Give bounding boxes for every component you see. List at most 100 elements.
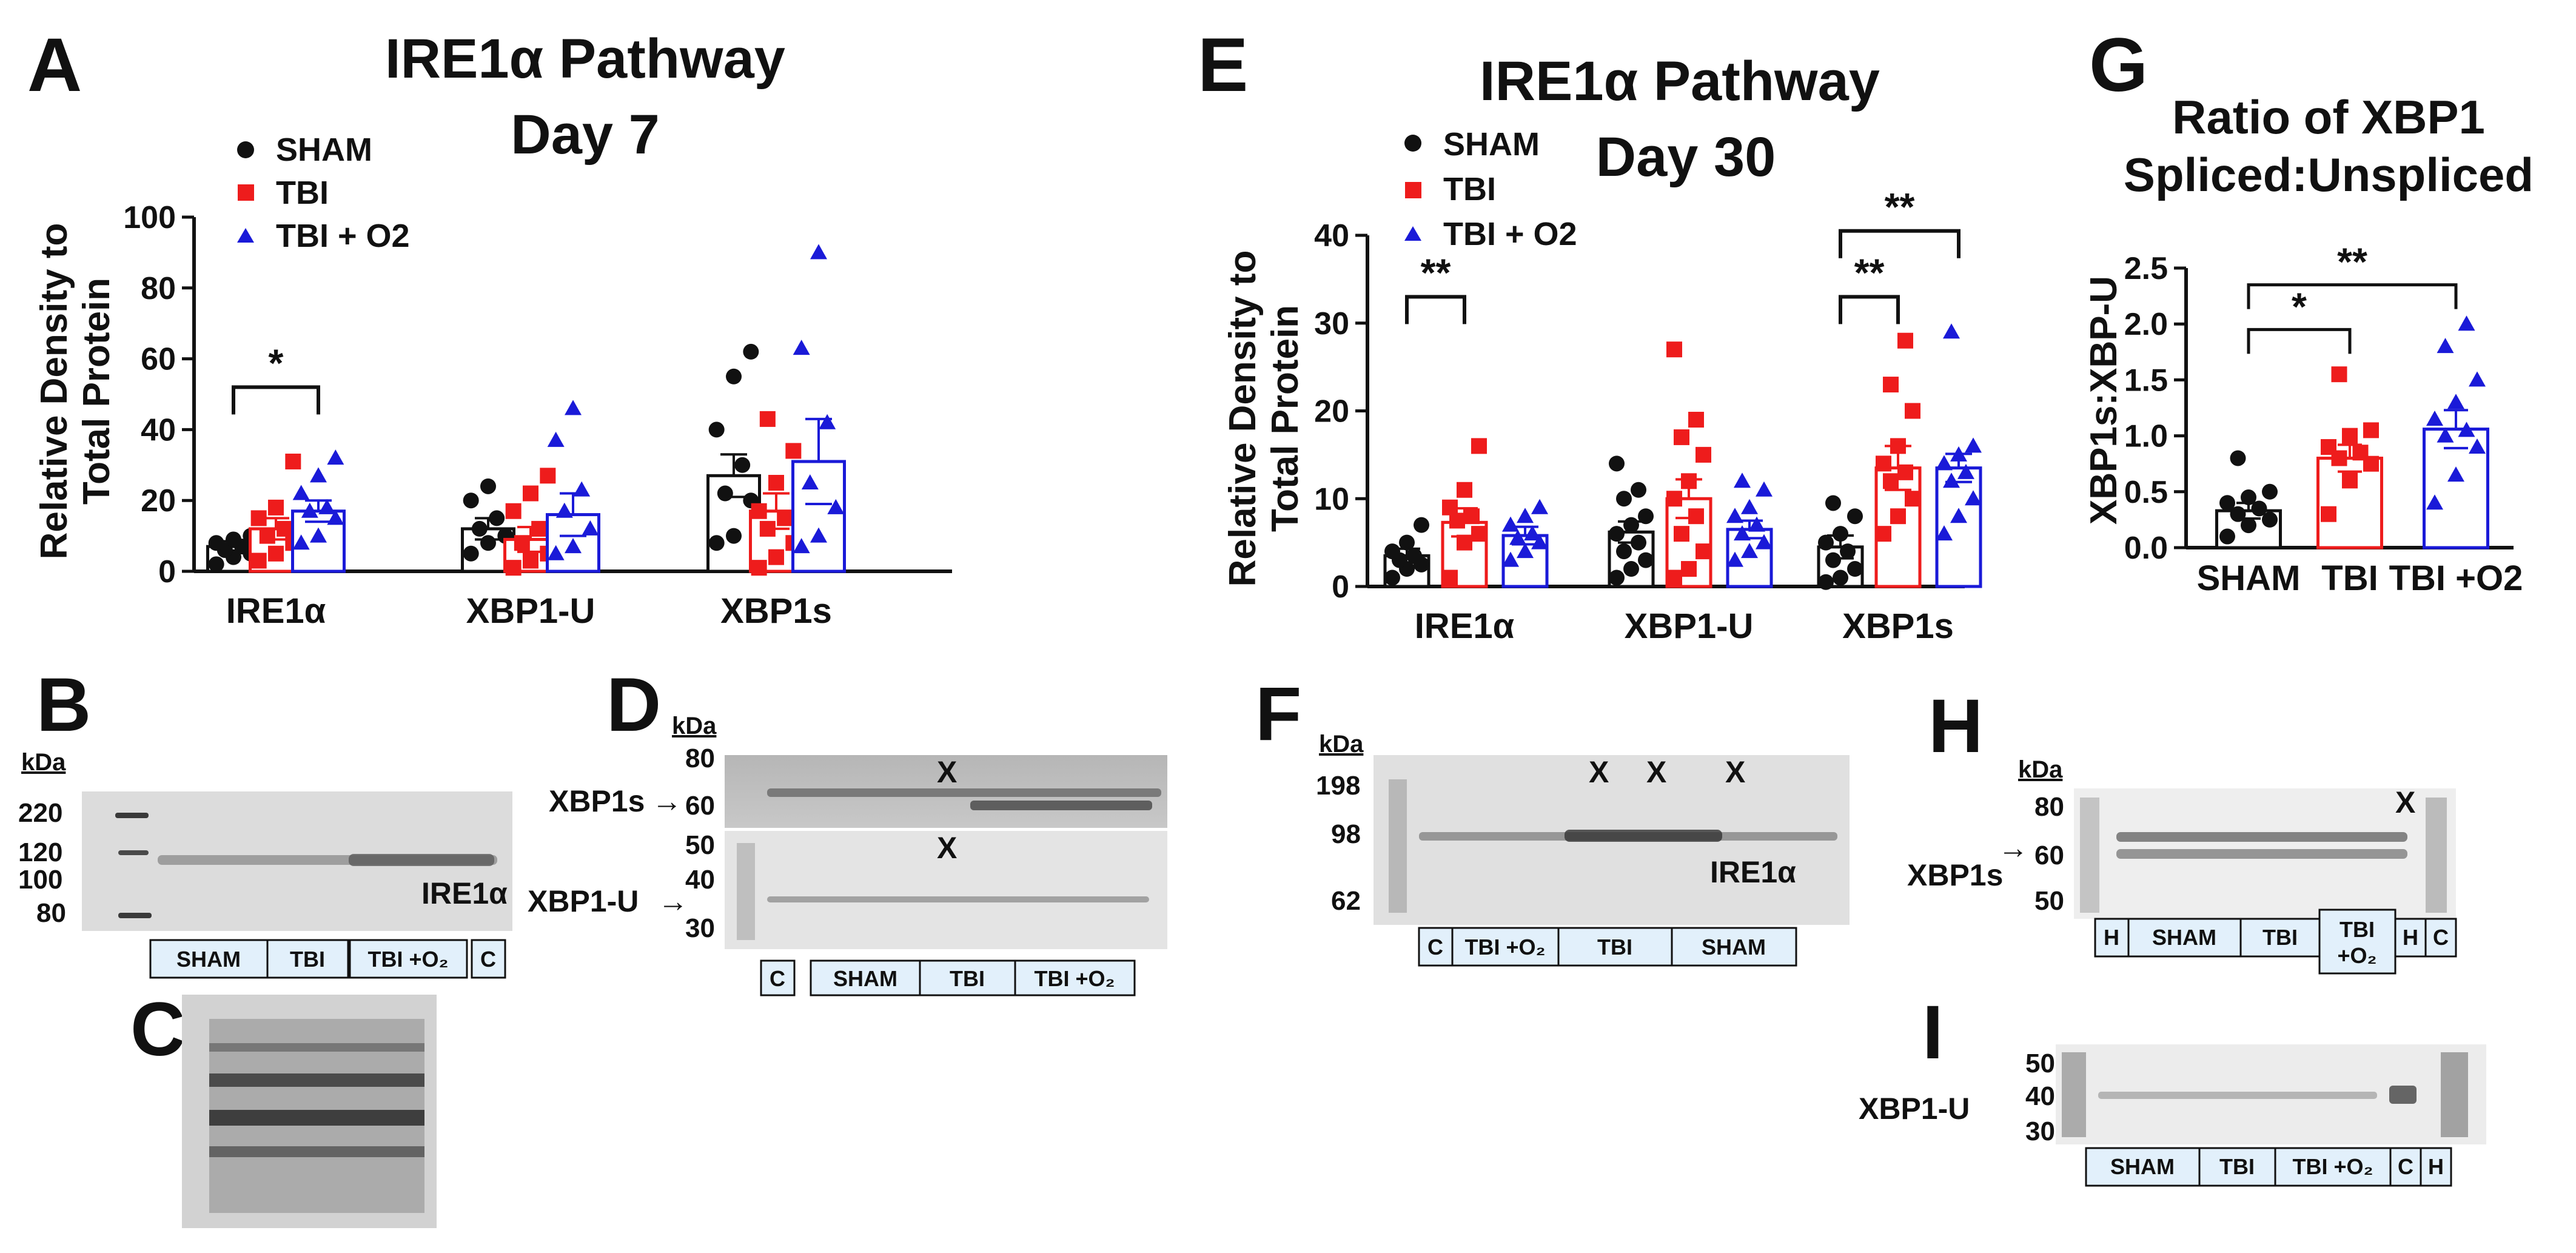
- data-point: [1833, 569, 1848, 586]
- blot-b-lane-box: [266, 939, 349, 979]
- chart-g-y-tick-label: 0.5: [2124, 475, 2168, 510]
- data-point: [1464, 508, 1480, 525]
- blot-b-ladder-80: [118, 913, 152, 918]
- data-point: [1414, 517, 1429, 533]
- blot-b-target-label: IRE1α: [421, 876, 508, 910]
- chart-a-title: IRE1α Pathway: [385, 28, 785, 90]
- data-point: [1399, 534, 1415, 551]
- legend-tbio2-label: TBI + O2: [276, 218, 410, 254]
- chart-a-y-tick-label: 80: [141, 271, 176, 306]
- data-point: [292, 534, 310, 550]
- data-point: [1609, 455, 1625, 472]
- blot-h-lane-box: [2239, 918, 2321, 958]
- blot-b-mw-120: 120: [18, 838, 62, 867]
- panel-letter-c: C: [130, 987, 185, 1072]
- data-point: [555, 502, 573, 518]
- blot-f-lane-sham: SHAM: [1702, 935, 1766, 959]
- data-point: [708, 535, 725, 551]
- data-point: [310, 467, 327, 483]
- data-point: [1616, 543, 1632, 560]
- significance-bracket: [1839, 229, 1961, 258]
- blot-c-band: [209, 1073, 424, 1087]
- blot-d-label-xbp1s: XBP1s: [549, 784, 645, 818]
- data-point: [1833, 526, 1848, 542]
- blot-f-lane-box: [1451, 927, 1560, 967]
- data-point: [2469, 371, 2486, 387]
- data-point: [1457, 534, 1472, 551]
- data-point: [1847, 561, 1863, 577]
- chart-a-y-tick-label: 100: [123, 200, 176, 235]
- blot-d-lane-tbio2: TBI +O₂: [1034, 966, 1115, 991]
- chart-a-y-tick-label: 0: [158, 554, 176, 590]
- blot-i-mw-30: 30: [2025, 1117, 2055, 1146]
- legend-sham-label: SHAM: [276, 132, 372, 168]
- legend-tbio2-marker: [237, 228, 254, 243]
- blot-b-lane-tbio2: TBI +O₂: [367, 947, 448, 972]
- data-point: [1897, 464, 1913, 480]
- legend-tbi-label: TBI: [1443, 171, 1496, 207]
- data-point: [1384, 543, 1400, 560]
- data-point: [547, 431, 565, 447]
- data-point: [1666, 491, 1682, 507]
- blot-i-band: [2098, 1092, 2377, 1099]
- blot-i-lane-tbio2: TBI +O₂: [2292, 1154, 2373, 1179]
- blot-h-lane-sham: SHAM: [2152, 925, 2216, 950]
- blot-h-lane-box: [2127, 918, 2242, 958]
- data-point: [1623, 561, 1639, 577]
- significance-bracket: [1405, 295, 1466, 324]
- data-point: [726, 528, 742, 544]
- legend-sham-marker: [1404, 135, 1421, 152]
- panel-letter-f: F: [1255, 672, 1301, 756]
- data-point: [1890, 438, 1906, 454]
- data-point: [208, 535, 224, 551]
- data-point: [1681, 561, 1697, 577]
- panel-letter-h: H: [1928, 684, 1983, 768]
- blot-d-lane-tbi: TBI: [950, 966, 985, 991]
- data-point: [2262, 511, 2278, 528]
- data-point: [2241, 489, 2256, 506]
- blot-b-lane-box: [471, 939, 506, 979]
- blot-d-band-top: [767, 788, 1161, 797]
- blot-h-target-label: XBP1s: [1907, 858, 2003, 892]
- data-point: [2321, 439, 2336, 455]
- data-point: [1674, 429, 1689, 445]
- chart-e-y-tick-label: 0: [1332, 569, 1349, 605]
- chart-e: IRE1α Pathway Day 30 SHAM TBI TBI + O2 R…: [1222, 50, 1982, 646]
- significance-label: **: [2337, 240, 2367, 284]
- data-point: [2352, 445, 2369, 461]
- data-point: [734, 457, 751, 473]
- data-point: [259, 528, 275, 544]
- data-point: [1531, 499, 1548, 514]
- panel-letter-a: A: [27, 23, 82, 107]
- data-point: [1943, 323, 1960, 339]
- data-point: [1950, 508, 1967, 523]
- data-point: [250, 553, 267, 569]
- data-point: [1442, 499, 1458, 516]
- data-point: [310, 527, 327, 543]
- chart-a-y-tick-label: 20: [141, 483, 176, 519]
- data-point: [505, 560, 522, 576]
- chart-g-y-tick-label: 2.0: [2124, 307, 2168, 342]
- significance-label: *: [269, 341, 284, 385]
- blot-i-ladder-right: [2441, 1052, 2468, 1137]
- data-point: [1847, 508, 1863, 525]
- chart-e-legend: SHAM TBI TBI + O2: [1404, 126, 1577, 252]
- data-point: [523, 485, 538, 502]
- category-label: TBI +O2: [2389, 559, 2523, 598]
- data-point: [489, 510, 505, 526]
- data-point: [1517, 508, 1534, 523]
- data-point: [1965, 490, 1982, 506]
- data-point: [785, 443, 802, 459]
- data-point: [523, 553, 538, 569]
- significance-label: **: [1854, 250, 1885, 294]
- blot-i: 50 40 30 XBP1-U SHAM TBI TBI +O₂ C H: [1859, 1044, 2486, 1187]
- data-point: [1623, 517, 1639, 533]
- chart-a-title-day: Day 7: [511, 104, 660, 166]
- data-point: [1609, 569, 1625, 586]
- significance-label: **: [1421, 250, 1451, 294]
- data-point: [573, 481, 591, 497]
- blot-h: kDa 80 60 50 XBP1s → X H SHAM TBI TBI +O…: [1907, 756, 2457, 975]
- chart-e-y-tick-label: 40: [1314, 218, 1349, 254]
- blot-i-lane-box: [2389, 1147, 2422, 1187]
